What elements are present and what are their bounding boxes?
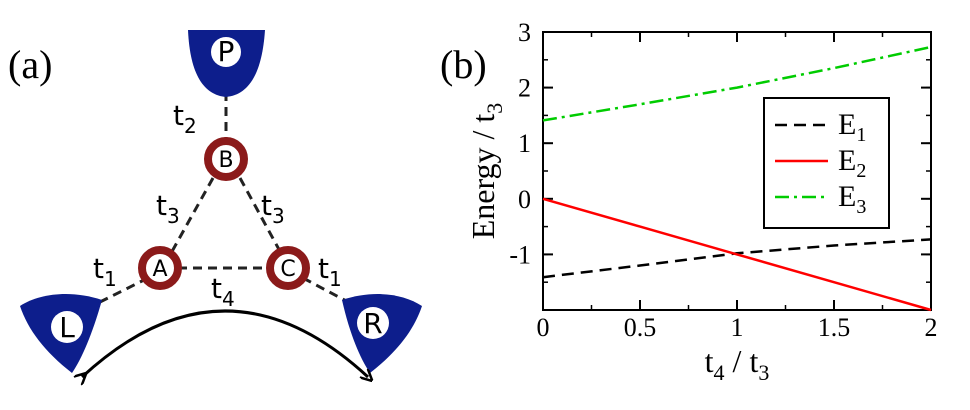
lead-r-disc [357,307,389,339]
site-b-ring [204,137,248,181]
t4-arc-arrow [82,309,368,377]
y-tick-label: -1 [509,240,531,269]
hop-t4-label: t4 [211,272,235,311]
lead-l-label: L [59,311,75,344]
site-c-ring [266,246,310,290]
y-tick-labels: -1 0 1 2 3 [509,18,531,269]
lead-p-disc [211,37,241,67]
lead-p-label: P [218,35,235,68]
site-a: A [138,246,182,290]
legend-label-e1: E1 [838,108,866,146]
y-tick-label: 1 [518,129,531,158]
legend-label-e3: E3 [838,180,866,218]
hop-t1-right-label: t1 [318,252,342,291]
site-b: B [204,137,248,181]
y-tick-label: 3 [518,18,531,47]
y-tick-label: 2 [518,74,531,103]
hop-t1-left-label: t1 [93,252,117,291]
lead-r: R [342,294,422,373]
site-b-label: B [218,148,233,173]
bond-a-l [97,276,149,305]
diagram-panel: (a) P L R [8,30,422,377]
x-tick-label: 0 [537,313,550,342]
series-line-e3 [542,45,932,122]
site-c-label: C [280,257,295,282]
panel-label-b: (b) [440,42,487,87]
series-lines [542,45,932,312]
axis-ticks [542,31,932,311]
x-tick-label: 2 [925,313,938,342]
y-tick-label: 0 [518,185,531,214]
x-tick-label: 1 [731,313,744,342]
x-tick-labels: 0 0.5 1 1.5 2 [537,313,938,342]
panel-label-a: (a) [8,42,52,87]
lead-r-label: R [363,307,382,340]
hop-t2-label: t2 [173,99,197,138]
x-tick-label: 1.5 [818,313,851,342]
x-axis-label: t4 / t3 [705,343,770,385]
chart-panel: (b) 0 0.5 1 1.5 2 -1 0 1 2 3 t4 / t3 Energy / t3… [440,18,938,385]
bond-lines [97,92,351,305]
hop-t3-right-label: t3 [261,189,285,228]
x-tick-label: 0.5 [624,313,657,342]
series-line-e2 [542,197,932,312]
series-line-e1 [542,238,932,279]
site-c: C [266,246,310,290]
site-a-ring [138,246,182,290]
legend-box [763,97,890,229]
site-a-label: A [152,257,167,282]
bond-c-r [302,276,351,305]
y-axis-label: Energy / t3 [465,103,507,240]
legend-label-e2: E2 [838,144,866,182]
hop-t3-left-label: t3 [156,189,180,228]
legend: E1 E2 E3 [763,97,890,229]
lead-l: L [20,294,102,373]
lead-p: P [188,30,265,97]
lead-l-disc [51,311,83,343]
